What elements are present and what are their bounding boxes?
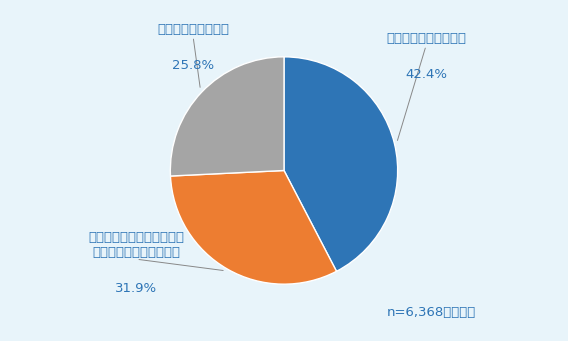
- Text: 取り組む予定はない: 取り組む予定はない: [157, 24, 229, 36]
- Text: n=6,368（全体）: n=6,368（全体）: [387, 306, 477, 319]
- Text: 31.9%: 31.9%: [115, 282, 157, 295]
- Text: 42.4%: 42.4%: [405, 68, 447, 81]
- Text: まだ取り組んでいないが、
今後取り組む予定がある: まだ取り組んでいないが、 今後取り組む予定がある: [88, 231, 184, 259]
- Wedge shape: [170, 57, 284, 176]
- Wedge shape: [284, 57, 398, 271]
- Text: すでに取り組んでいる: すでに取り組んでいる: [386, 32, 466, 45]
- Text: 25.8%: 25.8%: [172, 59, 214, 72]
- Wedge shape: [170, 170, 336, 284]
